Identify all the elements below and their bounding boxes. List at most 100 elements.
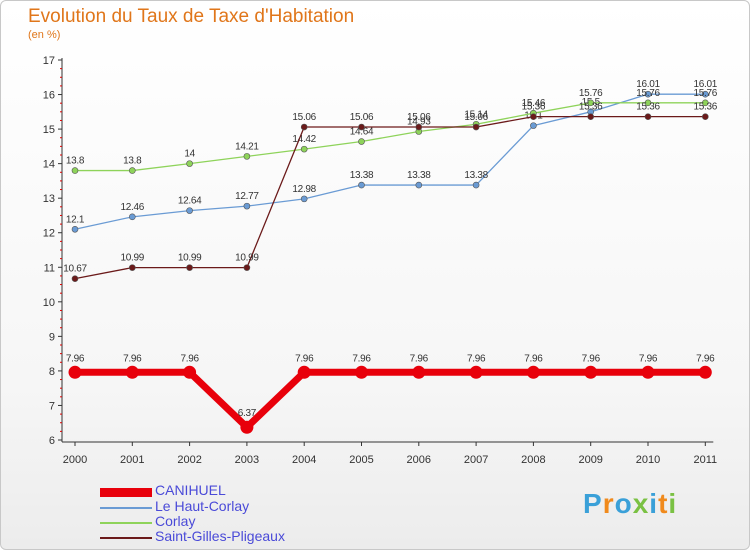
y-tick-label: 10 (43, 297, 55, 309)
y-tick-label: 17 (43, 55, 55, 67)
data-point-le-haut-corlay (243, 202, 251, 210)
data-label-saint-gilles-pligeaux: 15.06 (350, 112, 374, 123)
data-point-saint-gilles-pligeaux (129, 264, 136, 271)
data-label-corlay: 15.46 (522, 98, 546, 109)
data-point-canihuel (355, 365, 368, 379)
logo-letter: P (583, 488, 603, 519)
data-point-saint-gilles-pligeaux (71, 275, 79, 282)
data-point-corlay (71, 167, 79, 174)
data-label-saint-gilles-pligeaux: 15.36 (522, 102, 546, 113)
data-label-corlay: 13.8 (66, 156, 85, 167)
data-label-corlay: 15.76 (579, 88, 603, 99)
data-point-canihuel (641, 365, 655, 379)
data-label-le-haut-corlay: 12.46 (121, 202, 145, 213)
data-label-canihuel: 7.96 (66, 353, 85, 364)
data-point-corlay (243, 153, 251, 160)
data-point-le-haut-corlay (300, 195, 308, 203)
data-point-le-haut-corlay (358, 181, 365, 189)
data-label-le-haut-corlay: 12.64 (178, 196, 202, 207)
data-label-le-haut-corlay: 16.01 (636, 79, 660, 90)
data-label-saint-gilles-pligeaux: 15.06 (407, 112, 431, 123)
x-tick-label: 2003 (235, 454, 259, 466)
data-label-corlay: 13.8 (123, 156, 142, 167)
data-label-canihuel: 6.37 (238, 408, 257, 419)
data-point-saint-gilles-pligeaux (701, 113, 709, 120)
data-point-saint-gilles-pligeaux (243, 264, 251, 271)
data-point-canihuel (584, 365, 598, 379)
y-tick-label: 16 (43, 90, 55, 102)
y-tick-label: 12 (43, 228, 55, 240)
data-label-le-haut-corlay: 16.01 (694, 79, 718, 90)
x-tick-label: 2009 (578, 454, 602, 466)
y-tick-label: 8 (49, 366, 55, 378)
data-label-canihuel: 7.96 (123, 353, 142, 364)
legend-swatch-canihuel (100, 488, 152, 497)
legend-item-le-haut-corlay: Le Haut-Corlay (100, 498, 400, 516)
legend-swatch-corlay (100, 522, 152, 524)
x-tick-label: 2006 (407, 454, 431, 466)
data-point-canihuel (297, 365, 311, 379)
legend-item-corlay: Corlay (100, 513, 400, 531)
data-point-saint-gilles-pligeaux (358, 123, 365, 131)
data-label-corlay: 14.64 (350, 127, 374, 138)
data-label-canihuel: 7.96 (524, 353, 543, 364)
data-label-saint-gilles-pligeaux: 15.36 (694, 102, 718, 113)
data-point-corlay (358, 138, 365, 145)
y-tick-label: 13 (43, 193, 55, 205)
data-point-le-haut-corlay (415, 181, 423, 189)
logo-letter: i (649, 488, 659, 519)
y-tick-label: 14 (43, 159, 55, 171)
data-label-canihuel: 7.96 (180, 353, 199, 364)
data-label-saint-gilles-pligeaux: 10.67 (63, 264, 87, 275)
y-tick-label: 9 (49, 331, 55, 343)
data-point-canihuel (125, 365, 139, 379)
data-point-canihuel (183, 365, 197, 379)
y-tick-label: 6 (49, 435, 55, 447)
chart-title: Evolution du Taux de Taxe d'Habitation (28, 6, 355, 27)
data-point-le-haut-corlay (530, 122, 537, 129)
data-label-saint-gilles-pligeaux: 15.06 (464, 112, 488, 123)
data-label-canihuel: 7.96 (295, 353, 314, 364)
data-point-canihuel (469, 365, 483, 379)
data-point-corlay (587, 99, 595, 107)
data-point-corlay (186, 160, 193, 167)
data-point-saint-gilles-pligeaux (530, 113, 537, 120)
x-tick-label: 2007 (464, 454, 488, 466)
logo-letter: r (602, 488, 615, 519)
x-tick-label: 2010 (636, 454, 660, 466)
data-point-canihuel (526, 365, 540, 379)
data-point-corlay (644, 99, 652, 107)
data-label-canihuel: 7.96 (352, 353, 371, 364)
data-point-le-haut-corlay (472, 181, 480, 189)
series-line-saint-gilles-pligeaux (74, 116, 706, 280)
x-tick-label: 2002 (177, 454, 201, 466)
x-tick-label: 2004 (292, 454, 316, 466)
data-label-saint-gilles-pligeaux: 10.99 (178, 253, 202, 264)
x-tick-label: 2008 (521, 454, 545, 466)
legend-label-canihuel: CANIHUEL (155, 482, 226, 498)
data-point-saint-gilles-pligeaux (472, 123, 480, 131)
data-label-canihuel: 7.96 (467, 353, 486, 364)
legend-swatch-saint-gilles-pligeaux (100, 537, 152, 539)
data-point-canihuel (68, 365, 82, 379)
data-label-le-haut-corlay: 13.38 (350, 170, 374, 181)
data-point-le-haut-corlay (71, 225, 79, 233)
series-line-canihuel (75, 368, 706, 431)
legend-label-saint-gilles-pligeaux: Saint-Gilles-Pligeaux (155, 528, 285, 544)
data-label-corlay: 14.42 (292, 134, 316, 145)
data-point-corlay (300, 145, 308, 153)
data-point-canihuel (412, 365, 426, 379)
logo-letter: o (614, 488, 633, 519)
legend-label-corlay: Corlay (155, 513, 196, 529)
data-label-corlay: 15.76 (694, 88, 718, 99)
chart-subtitle: (en %) (28, 29, 61, 41)
y-tick-label: 7 (49, 400, 55, 412)
data-label-le-haut-corlay: 12.98 (292, 184, 316, 195)
x-tick-label: 2005 (349, 454, 373, 466)
data-label-saint-gilles-pligeaux: 15.06 (292, 112, 316, 123)
data-point-corlay (129, 167, 136, 174)
data-label-le-haut-corlay: 13.38 (464, 170, 488, 181)
series-line-corlay (75, 102, 706, 172)
